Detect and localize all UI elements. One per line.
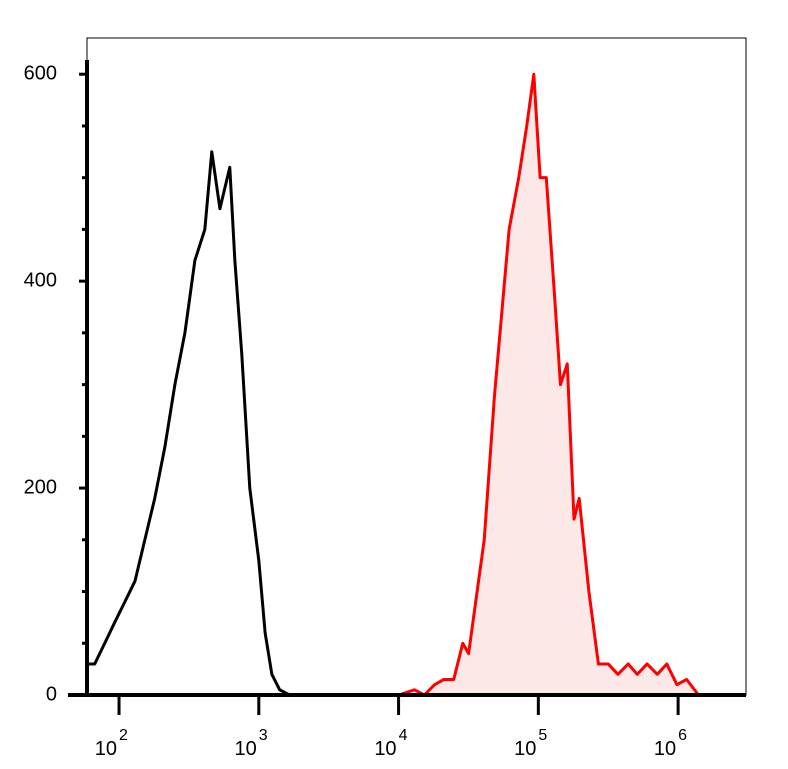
series-fill	[398, 74, 739, 696]
series-line	[87, 150, 385, 697]
x-tick-label: 10	[514, 738, 536, 760]
x-tick-label: 10	[654, 738, 676, 760]
y-tick-label: 600	[24, 62, 57, 84]
y-tick-label: 0	[46, 683, 57, 705]
x-tick-exponent: 4	[399, 727, 408, 744]
x-tick-label: 10	[235, 738, 257, 760]
x-tick-label: 10	[95, 738, 117, 760]
plot-frame	[86, 37, 747, 696]
y-tick-label: 200	[24, 476, 57, 498]
series-line	[398, 72, 739, 697]
x-tick-exponent: 2	[119, 727, 128, 744]
y-tick-label: 400	[24, 269, 57, 291]
x-tick-exponent: 5	[538, 727, 547, 744]
x-tick-exponent: 6	[678, 727, 687, 744]
x-tick-exponent: 3	[259, 727, 268, 744]
x-tick-label: 10	[374, 738, 396, 760]
